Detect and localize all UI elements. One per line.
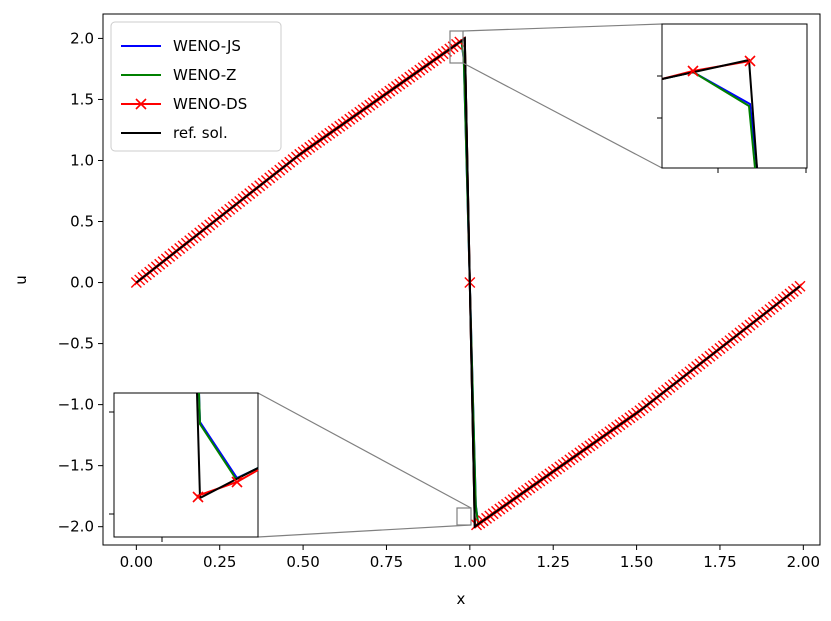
x-tick-label: 1.25 xyxy=(537,553,570,571)
zoom-connector-upper-2 xyxy=(462,62,663,169)
y-tick-label: 2.0 xyxy=(70,29,94,47)
series-layer xyxy=(130,36,806,531)
zoom-box-upper xyxy=(449,30,464,64)
x-tick-label: 1.50 xyxy=(620,553,653,571)
x-tick-label: 0.00 xyxy=(120,553,153,571)
legend-item-ref-sol: ref. sol. xyxy=(121,124,228,142)
legend-label-weno-js: WENO-JS xyxy=(173,37,241,55)
y-tick-label: −0.5 xyxy=(58,335,94,353)
zoom-connector-upper-1 xyxy=(462,23,663,32)
x-axis-ticks: 0.00 0.25 0.50 0.75 1.00 1.25 1.50 1.75 2.00 xyxy=(120,545,820,571)
y-tick-label: −2.0 xyxy=(58,518,94,536)
x-tick-label: 1.00 xyxy=(453,553,486,571)
x-tick-label: 2.00 xyxy=(787,553,820,571)
x-tick-label: 1.75 xyxy=(703,553,736,571)
legend-marker-weno-ds xyxy=(135,98,147,110)
y-tick-label: 0.5 xyxy=(70,213,94,231)
y-axis-ticks: −2.0 −1.5 −1.0 −0.5 0.0 0.5 1.0 1.5 2.0 xyxy=(58,29,103,536)
legend-box xyxy=(110,21,282,152)
inset-lower-left-marker xyxy=(192,491,204,503)
inset-lower-left-frame xyxy=(113,392,259,538)
legend-label-ref-sol: ref. sol. xyxy=(173,124,228,142)
zoom-connector-lower-1 xyxy=(257,392,472,509)
inset-upper-right xyxy=(657,23,808,173)
x-tick-label: 0.50 xyxy=(286,553,319,571)
y-tick-label: −1.5 xyxy=(58,457,94,475)
series-line-ref-sol-overlay xyxy=(135,36,801,529)
zoom-connector-lower-2 xyxy=(257,524,472,538)
legend-item-weno-z: WENO-Z xyxy=(121,66,236,84)
inset-upper-right-marker xyxy=(744,55,756,67)
y-tick-label: 0.0 xyxy=(70,274,94,292)
legend-item-weno-js: WENO-JS xyxy=(121,37,241,55)
y-tick-label: 1.5 xyxy=(70,90,94,108)
legend-item-weno-ds: WENO-DS xyxy=(121,95,247,113)
x-axis-title: x xyxy=(457,590,466,608)
legend-label-weno-z: WENO-Z xyxy=(173,66,236,84)
y-axis-title: u xyxy=(12,275,30,285)
inset-lower-left-marker xyxy=(231,476,243,488)
legend-label-weno-ds: WENO-DS xyxy=(173,95,247,113)
legend: WENO-JS WENO-Z WENO-DS ref. sol. xyxy=(110,21,282,152)
inset-lower-left xyxy=(109,392,259,542)
y-tick-label: −1.0 xyxy=(58,396,94,414)
inset-upper-right-marker xyxy=(687,65,699,77)
zoom-indicators xyxy=(257,23,663,538)
x-tick-label: 0.75 xyxy=(370,553,403,571)
y-tick-label: 1.0 xyxy=(70,151,94,169)
x-tick-label: 0.25 xyxy=(203,553,236,571)
